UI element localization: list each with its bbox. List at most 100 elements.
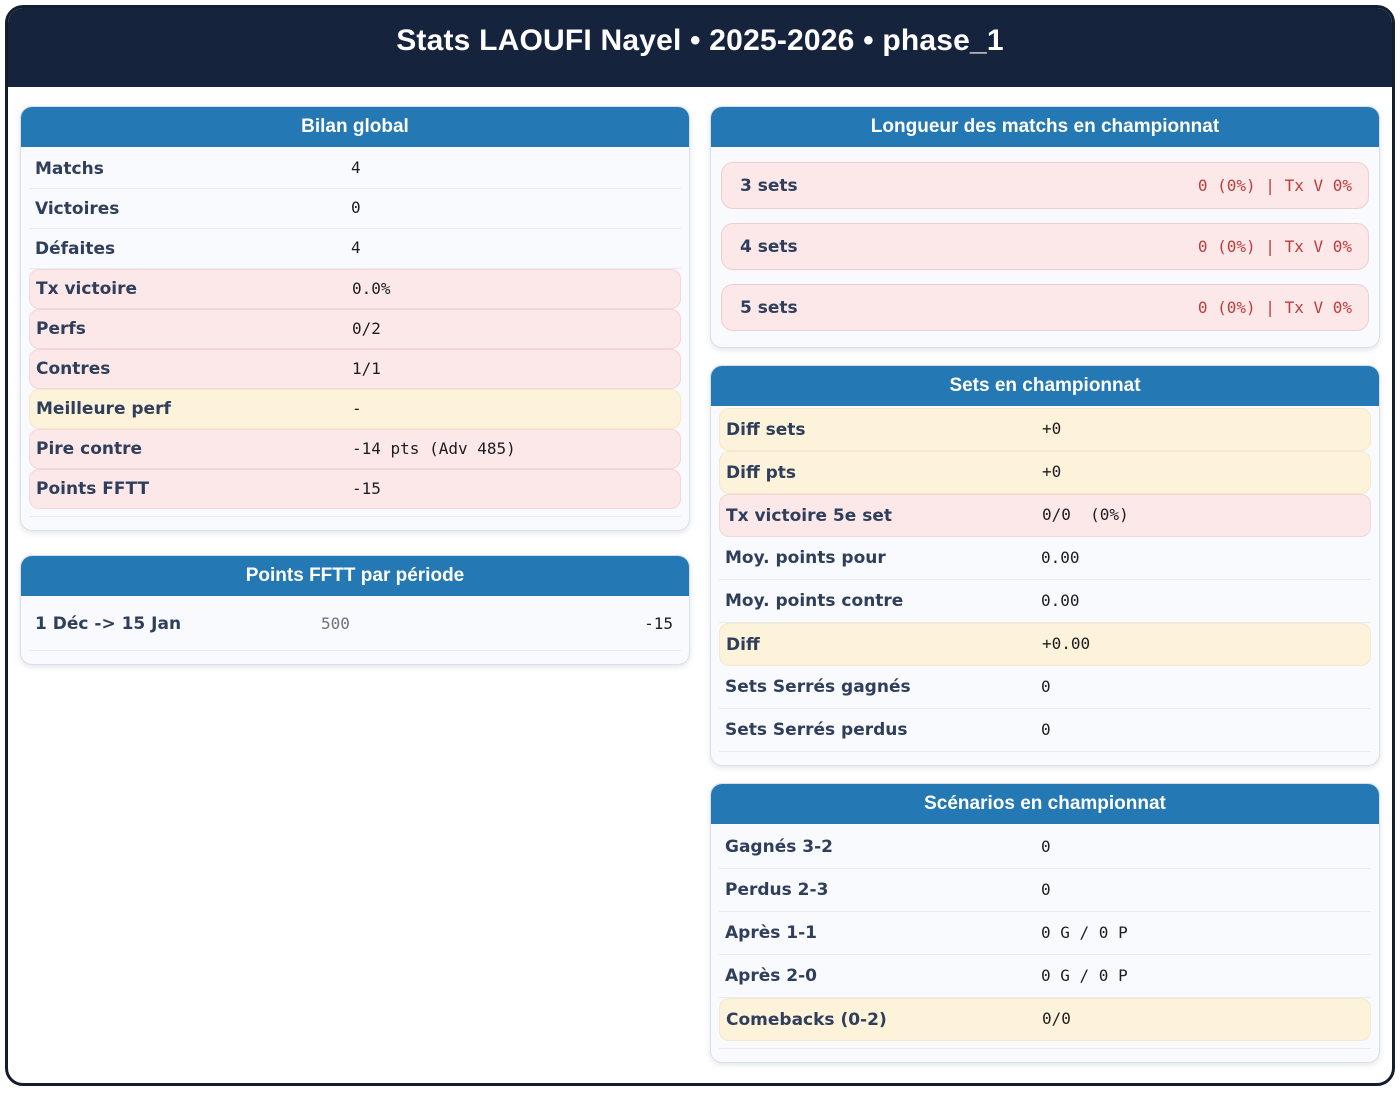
- card-scenarios-championnat: Scénarios en championnat Gagnés 3-2 0 Perd…: [710, 783, 1380, 1063]
- stat-row: Moy. points pour 0.00: [719, 537, 1371, 580]
- stat-row: Sets Serrés perdus 0: [719, 709, 1371, 752]
- stat-row: Victoires 0: [29, 189, 681, 229]
- stat-row: Gagnés 3-2 0: [719, 826, 1371, 869]
- stat-value: 0/2: [352, 318, 381, 338]
- stat-value: +0: [1042, 419, 1062, 438]
- stat-value: -15: [352, 478, 381, 498]
- stat-label: Tx victoire: [36, 279, 138, 299]
- card-title: Longueur des matchs en championnat: [711, 107, 1379, 147]
- card-body: Matchs 4 Victoires 0 Défaites 4 Tx victoire 0.0…: [21, 147, 689, 530]
- stat-value: 0.0%: [352, 278, 391, 298]
- stat-value: 0.00: [1041, 547, 1080, 567]
- period-row: 1 Déc -> 15 Jan 500 -15: [29, 598, 681, 651]
- stat-value: 0 (0%) | Tx V 0%: [1197, 237, 1352, 256]
- app-header: Stats LAOUFI Nayel • 2025-2026 • phase_1: [8, 8, 1392, 87]
- highlight-pill: Pire contre -14 pts (Adv 485): [29, 429, 681, 469]
- stat-value: 1/1: [352, 358, 381, 378]
- stat-value: +0: [1042, 462, 1062, 481]
- main-content: Bilan global Matchs 4 Victoires 0 Défaites 4 T…: [8, 87, 1392, 1082]
- stat-row: Matchs 4: [29, 149, 681, 189]
- stat-label: Défaites: [35, 238, 116, 259]
- period-label: 1 Déc -> 15 Jan: [35, 614, 182, 634]
- highlight-pill: Diff sets +0: [719, 408, 1371, 451]
- stat-row: Moy. points contre 0.00: [719, 580, 1371, 623]
- card-body: Diff sets +0 Diff pts +0 Tx victoire 5e set 0…: [711, 406, 1379, 765]
- stat-row: 4 sets 0 (0%) | Tx V 0%: [721, 223, 1369, 270]
- stat-row: Tx victoire 0.0%: [29, 269, 681, 309]
- stat-value: 0: [351, 198, 361, 217]
- stat-row: Points FFTT -15: [29, 469, 681, 517]
- stat-value: 0 (0%) | Tx V 0%: [1197, 176, 1352, 195]
- card-bilan-global: Bilan global Matchs 4 Victoires 0 Défaites 4 T…: [20, 106, 690, 531]
- stat-label: Comebacks (0-2): [726, 1009, 887, 1030]
- stat-value: 0.00: [1041, 590, 1080, 610]
- stat-label: Sets Serrés gagnés: [725, 677, 911, 697]
- stat-label: Diff sets: [726, 419, 806, 440]
- card-body: 3 sets 0 (0%) | Tx V 0% 4 sets 0 (0%) | Tx …: [711, 147, 1379, 347]
- stat-value: 0: [1041, 879, 1051, 899]
- card-points-periode: Points FFTT par période 1 Déc -> 15 Jan 5…: [20, 555, 690, 665]
- left-column: Bilan global Matchs 4 Victoires 0 Défaites 4 T…: [20, 106, 690, 665]
- card-title: Sets en championnat: [711, 366, 1379, 406]
- set-length-pill: 4 sets 0 (0%) | Tx V 0%: [721, 223, 1369, 270]
- period-delta: -15: [644, 613, 673, 633]
- stat-value: 0 G / 0 P: [1041, 965, 1128, 985]
- stat-label: Points FFTT: [36, 479, 150, 499]
- stat-value: 0/0 (0%): [1042, 505, 1129, 524]
- stat-row: Après 1-1 0 G / 0 P: [719, 912, 1371, 955]
- stat-value: 0: [1041, 836, 1051, 856]
- stat-label: Après 2-0: [725, 966, 817, 986]
- stat-value: -14 pts (Adv 485): [352, 438, 516, 458]
- stat-label: 5 sets: [740, 297, 798, 318]
- highlight-pill: Meilleure perf -: [29, 389, 681, 429]
- set-length-pill: 3 sets 0 (0%) | Tx V 0%: [721, 162, 1369, 209]
- card-longueur-matchs: Longueur des matchs en championnat 3 set…: [710, 106, 1380, 348]
- highlight-pill: Points FFTT -15: [29, 469, 681, 509]
- stat-row: 3 sets 0 (0%) | Tx V 0%: [721, 162, 1369, 209]
- stat-label: Perfs: [36, 319, 86, 339]
- stat-label: Victoires: [35, 198, 120, 219]
- card-title: Points FFTT par période: [21, 556, 689, 596]
- card-title: Scénarios en championnat: [711, 784, 1379, 824]
- stat-label: Gagnés 3-2: [725, 837, 833, 857]
- card-body: Gagnés 3-2 0 Perdus 2-3 0 Après 1-1 0 G / 0 P…: [711, 824, 1379, 1062]
- stat-label: Pire contre: [36, 439, 143, 459]
- stat-row: Sets Serrés gagnés 0: [719, 666, 1371, 709]
- page-title: Stats LAOUFI Nayel • 2025-2026 • phase_1: [396, 24, 1004, 57]
- stat-label: Moy. points contre: [725, 591, 904, 611]
- stat-row: Pire contre -14 pts (Adv 485): [29, 429, 681, 469]
- stat-label: Après 1-1: [725, 923, 817, 943]
- stat-row: Diff sets +0: [719, 408, 1371, 451]
- stat-label: Meilleure perf: [36, 399, 171, 419]
- stat-row: Contres 1/1: [29, 349, 681, 389]
- stat-row: Diff +0.00: [719, 623, 1371, 666]
- card-body: 1 Déc -> 15 Jan 500 -15: [21, 596, 689, 664]
- stat-value: +0.00: [1042, 634, 1091, 653]
- stat-label: Contres: [36, 359, 111, 379]
- stat-row: Meilleure perf -: [29, 389, 681, 429]
- stat-row: 5 sets 0 (0%) | Tx V 0%: [721, 284, 1369, 331]
- stat-label: 4 sets: [740, 236, 798, 257]
- period-points: 500: [321, 613, 350, 633]
- right-column: Longueur des matchs en championnat 3 set…: [710, 106, 1380, 1063]
- stat-label: Diff pts: [726, 462, 797, 483]
- stat-value: 4: [351, 158, 361, 177]
- stat-label: Sets Serrés perdus: [725, 720, 908, 740]
- stats-page: Stats LAOUFI Nayel • 2025-2026 • phase_1…: [5, 5, 1395, 1086]
- card-sets-championnat: Sets en championnat Diff sets +0 Diff pts +…: [710, 365, 1380, 766]
- highlight-pill: Diff pts +0: [719, 451, 1371, 494]
- stat-value: 0 (0%) | Tx V 0%: [1197, 298, 1352, 317]
- stat-row: Défaites 4: [29, 229, 681, 269]
- stat-label: Perdus 2-3: [725, 880, 829, 900]
- stat-value: 0: [1041, 719, 1051, 739]
- stat-value: 0: [1041, 676, 1051, 696]
- stat-row: Tx victoire 5e set 0/0 (0%): [719, 494, 1371, 537]
- stat-label: Diff: [726, 634, 760, 655]
- stat-row: Comebacks (0-2) 0/0: [719, 998, 1371, 1049]
- stat-value: 0 G / 0 P: [1041, 922, 1128, 942]
- highlight-pill: Comebacks (0-2) 0/0: [719, 998, 1371, 1041]
- stat-label: 3 sets: [740, 175, 798, 196]
- highlight-pill: Perfs 0/2: [29, 309, 681, 349]
- stat-row: Diff pts +0: [719, 451, 1371, 494]
- stat-value: -: [352, 398, 362, 418]
